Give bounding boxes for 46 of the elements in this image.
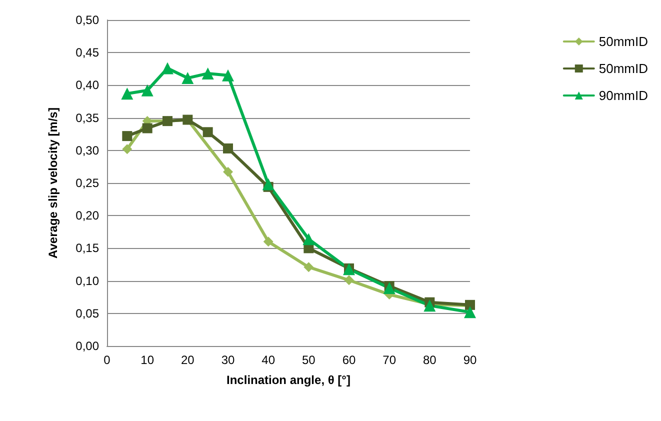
x-tick-label: 0 xyxy=(104,353,111,367)
y-tick-label: 0,35 xyxy=(76,110,100,125)
x-tick-label: 90 xyxy=(463,353,477,367)
point xyxy=(263,236,274,247)
x-tick-label: 50 xyxy=(302,353,316,367)
point xyxy=(223,166,233,177)
y-tick-label: 0,20 xyxy=(76,208,100,223)
x-tick-label: 30 xyxy=(221,353,235,367)
point xyxy=(262,178,274,190)
y-tick-label: 0,50 xyxy=(76,13,100,27)
point xyxy=(464,306,476,318)
point xyxy=(383,282,396,294)
x-tick-label: 20 xyxy=(180,353,195,367)
x-tick-label: 80 xyxy=(422,353,437,367)
point xyxy=(162,62,174,74)
point xyxy=(302,233,315,246)
point xyxy=(202,67,214,80)
x-axis-title: Inclination angle, θ [°] xyxy=(226,373,350,387)
y-tick-label: 0,00 xyxy=(76,339,100,353)
y-axis-title: Average slip velocity [m/s] xyxy=(46,108,60,258)
y-tick-label: 0,45 xyxy=(76,46,100,60)
point xyxy=(222,69,234,82)
point xyxy=(424,300,436,312)
x-tick-label: 10 xyxy=(140,353,154,367)
y-tick-label: 0,30 xyxy=(76,143,100,158)
point xyxy=(344,275,354,286)
legend-label: 50mmID xyxy=(598,34,648,49)
y-tick-label: 0,40 xyxy=(76,78,100,92)
legend-label: 90mmID xyxy=(598,88,648,103)
x-tick-label: 60 xyxy=(342,353,356,367)
x-tick-label: 40 xyxy=(262,353,276,367)
point xyxy=(223,143,233,154)
point xyxy=(142,123,152,134)
x-tick-label: 70 xyxy=(382,353,396,367)
y-tick-label: 0,15 xyxy=(76,241,100,256)
point xyxy=(122,131,132,142)
point xyxy=(121,88,134,100)
point xyxy=(141,84,154,96)
point xyxy=(202,127,213,138)
point xyxy=(182,72,194,84)
y-tick-label: 0,10 xyxy=(76,274,100,288)
legend-label: 50mmID xyxy=(598,61,648,76)
point xyxy=(304,262,314,272)
y-tick-label: 0,05 xyxy=(76,306,100,320)
point xyxy=(122,144,132,154)
y-tick-label: 0,25 xyxy=(76,176,100,190)
